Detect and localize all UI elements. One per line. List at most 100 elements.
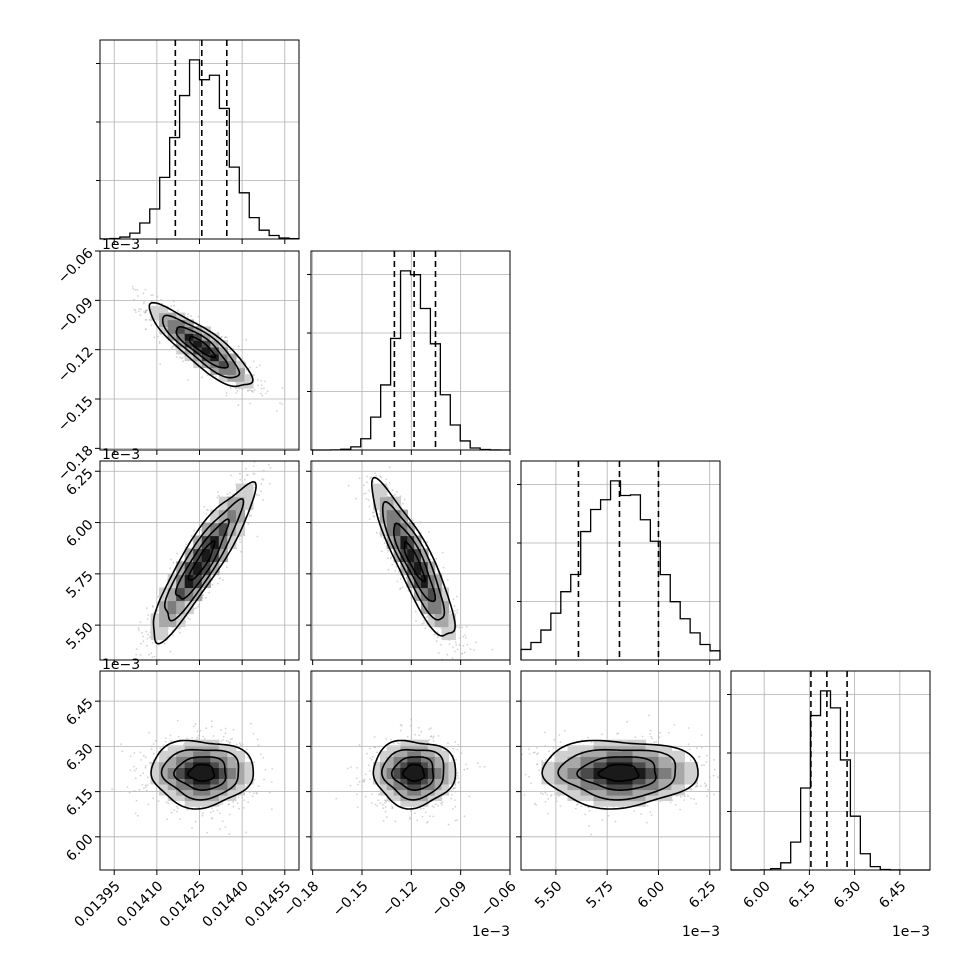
sample-point bbox=[440, 803, 443, 806]
sample-point bbox=[142, 640, 145, 643]
sample-point bbox=[384, 799, 386, 802]
sample-point bbox=[205, 513, 208, 515]
sample-point bbox=[151, 656, 154, 659]
sample-point bbox=[185, 543, 187, 546]
hist-panel-3 bbox=[727, 670, 931, 875]
sample-point bbox=[135, 653, 138, 656]
sample-point bbox=[149, 636, 151, 639]
sample-point bbox=[201, 376, 203, 379]
sample-point bbox=[388, 466, 391, 469]
sample-point bbox=[226, 566, 228, 569]
sample-point bbox=[219, 828, 221, 831]
sample-point bbox=[423, 619, 425, 622]
sample-point bbox=[129, 769, 132, 771]
sample-point bbox=[241, 358, 244, 360]
sample-point bbox=[440, 802, 442, 805]
sample-point bbox=[369, 747, 372, 750]
sample-point bbox=[465, 625, 468, 628]
sample-point bbox=[347, 484, 350, 487]
sample-point bbox=[456, 819, 458, 821]
sample-point bbox=[448, 643, 451, 646]
density-cell bbox=[176, 613, 186, 628]
sample-point bbox=[391, 489, 394, 491]
sample-point bbox=[198, 738, 200, 741]
sample-point bbox=[355, 497, 358, 500]
sample-point bbox=[142, 292, 145, 295]
sample-point bbox=[145, 310, 147, 313]
sample-point bbox=[436, 636, 439, 639]
sample-point bbox=[164, 740, 167, 743]
density-cell bbox=[427, 600, 436, 615]
sample-point bbox=[159, 363, 162, 366]
density-cell bbox=[218, 750, 228, 757]
scatter-panel-1-0 bbox=[95, 250, 300, 455]
sample-point bbox=[237, 404, 240, 407]
density-cell bbox=[167, 756, 177, 763]
density-cell bbox=[235, 778, 245, 785]
sample-point bbox=[349, 784, 352, 787]
sample-point bbox=[132, 287, 135, 290]
contour-2-0-2 bbox=[163, 497, 245, 622]
density-cell bbox=[210, 750, 220, 757]
density-cell bbox=[210, 360, 220, 369]
density-cell bbox=[159, 305, 169, 314]
sample-point bbox=[462, 635, 465, 638]
sample-point bbox=[405, 576, 408, 579]
density-cell bbox=[176, 745, 186, 752]
sample-point bbox=[262, 478, 265, 481]
density-cell bbox=[210, 548, 220, 563]
sample-point bbox=[175, 805, 178, 808]
density-cell bbox=[193, 778, 203, 785]
density-cell bbox=[193, 346, 203, 355]
density-cell bbox=[379, 784, 388, 791]
density-cell bbox=[441, 626, 449, 641]
sample-point bbox=[456, 772, 459, 774]
sample-point bbox=[216, 582, 219, 585]
contour-3-0-2 bbox=[160, 748, 240, 801]
sample-point bbox=[126, 786, 129, 788]
density-cell bbox=[210, 509, 220, 524]
sample-point bbox=[239, 538, 241, 541]
density-cell bbox=[218, 509, 228, 524]
density-cell bbox=[235, 750, 245, 757]
density-cell bbox=[379, 483, 388, 498]
sample-point bbox=[281, 403, 284, 405]
sample-point bbox=[454, 819, 457, 822]
sample-point bbox=[241, 796, 244, 799]
sample-point bbox=[120, 675, 122, 677]
sample-point bbox=[217, 331, 220, 334]
sample-point bbox=[381, 803, 384, 806]
sample-point bbox=[245, 368, 248, 371]
sample-point bbox=[374, 472, 376, 475]
contour-3-0-1 bbox=[173, 756, 227, 791]
sample-point bbox=[253, 465, 255, 467]
sample-point bbox=[358, 780, 361, 783]
sample-point bbox=[111, 788, 113, 791]
sample-point bbox=[232, 805, 235, 808]
sample-point bbox=[201, 814, 204, 817]
sample-point bbox=[382, 807, 385, 810]
density-cell bbox=[235, 374, 245, 382]
sample-point bbox=[414, 610, 417, 613]
density-cell bbox=[393, 750, 402, 757]
sample-point bbox=[452, 747, 454, 750]
sample-point bbox=[197, 315, 200, 318]
contour-2-1-3 bbox=[371, 476, 456, 637]
density-cell bbox=[441, 587, 449, 602]
sample-point bbox=[380, 536, 383, 538]
density-cell bbox=[244, 772, 254, 779]
density-cell bbox=[448, 626, 456, 641]
sample-point bbox=[187, 808, 189, 811]
sample-point bbox=[136, 289, 139, 291]
density-cell bbox=[193, 789, 203, 796]
sample-point bbox=[491, 648, 494, 651]
sample-point bbox=[375, 531, 378, 534]
sample-point bbox=[423, 621, 425, 624]
sample-point bbox=[458, 781, 460, 784]
sample-point bbox=[189, 618, 192, 621]
sample-point bbox=[133, 298, 136, 301]
sample-point bbox=[158, 342, 161, 345]
sample-point bbox=[224, 727, 227, 730]
density-cell bbox=[227, 360, 237, 369]
sample-point bbox=[239, 541, 242, 543]
